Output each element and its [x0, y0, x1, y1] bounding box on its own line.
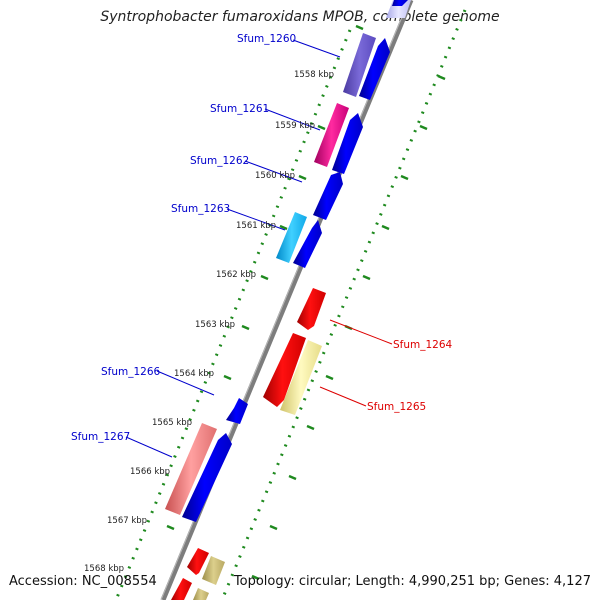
cds-sfum-1261 — [314, 103, 349, 167]
kbp-label: 1565 kbp — [152, 418, 192, 428]
cds-sfum-1267 — [165, 423, 217, 515]
gene-label-sfum-1264[interactable]: Sfum_1264 — [393, 339, 453, 351]
cds-olive-2 — [193, 588, 209, 600]
gene-label-sfum-1266[interactable]: Sfum_1266 — [101, 366, 161, 378]
kbp-label: 1568 kbp — [84, 564, 124, 574]
cds-red-3 — [171, 578, 192, 600]
cds-blue-2 — [332, 113, 363, 174]
kbp-label: 1564 kbp — [174, 369, 214, 379]
label-leaders — [125, 39, 393, 458]
cds-blue-top — [392, 0, 408, 6]
kbp-label: 1563 kbp — [195, 320, 235, 330]
cds-olive-1 — [202, 556, 225, 585]
cds-sfum-1263 — [276, 212, 307, 263]
kbp-label: 1560 kbp — [255, 171, 295, 181]
gene-label-sfum-1265[interactable]: Sfum_1265 — [367, 401, 426, 413]
gene-label-sfum-1260[interactable]: Sfum_1260 — [237, 33, 296, 45]
cds-blue-4 — [293, 220, 322, 268]
kbp-label: 1561 kbp — [236, 221, 276, 231]
gene-label-sfum-1267[interactable]: Sfum_1267 — [71, 431, 130, 443]
kbp-label: 1567 kbp — [107, 516, 147, 526]
kbp-label: 1558 kbp — [294, 70, 334, 80]
topology-label: Topology: circular; Length: 4,990,251 bp… — [233, 574, 591, 589]
cds-red-2 — [187, 548, 209, 575]
kbp-label: 1566 kbp — [130, 467, 170, 477]
major-ticks — [166, 24, 446, 581]
cds-blue-3 — [313, 172, 343, 220]
cds-lavender-top — [386, 0, 411, 18]
cds-blue-6 — [182, 433, 232, 522]
cds-features — [165, 0, 411, 600]
gene-label-sfum-1263[interactable]: Sfum_1263 — [171, 203, 230, 215]
cds-sfum-1265 — [280, 340, 322, 415]
cds-blue-5 — [226, 398, 248, 424]
gene-label-sfum-1262[interactable]: Sfum_1262 — [190, 155, 249, 167]
gene-label-sfum-1261[interactable]: Sfum_1261 — [210, 103, 269, 115]
kbp-label: 1562 kbp — [216, 270, 256, 280]
cds-red-1 — [297, 288, 326, 330]
accession-label: Accession: NC_008554 — [9, 574, 157, 589]
cds-sfum-1260 — [343, 33, 376, 97]
cds-blue-1 — [359, 38, 390, 100]
cds-sfum-1264 — [263, 333, 306, 407]
outer-tick-track — [220, 9, 467, 600]
kbp-label: 1559 kbp — [275, 121, 315, 131]
